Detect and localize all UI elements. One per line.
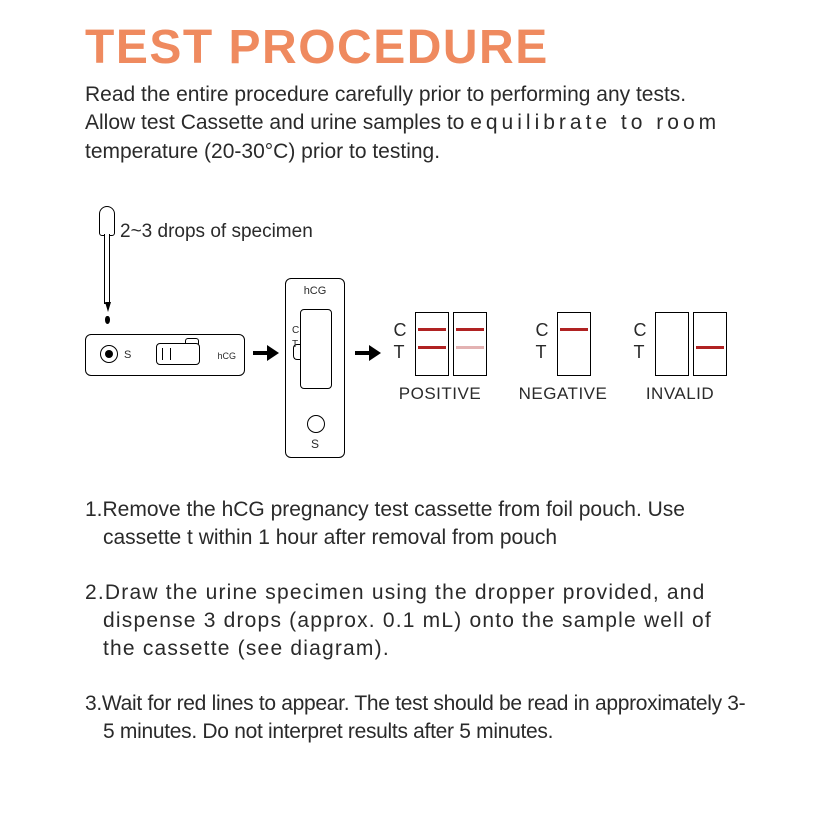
intro-paragraph: Read the entire procedure carefully prio…	[85, 81, 746, 166]
arrow-icon	[253, 343, 279, 368]
cassette-vertical: hCG C T S	[285, 278, 345, 458]
hcg-label-vertical: hCG	[286, 285, 344, 297]
page-title: TEST PROCEDURE	[85, 20, 746, 75]
hcg-label-horizontal: hCG	[217, 351, 236, 361]
intro-equilibrate: equilibrate to room	[470, 111, 720, 134]
diagram: 2~3 drops of specimen S hCG hCG C T S C	[85, 206, 745, 466]
dropper-icon	[97, 206, 117, 336]
step-2: 2.Draw the urine specimen using the drop…	[85, 579, 746, 664]
intro-line1: Read the entire procedure carefully prio…	[85, 83, 686, 106]
arrow-icon	[355, 343, 381, 368]
steps-list: 1.Remove the hCG pregnancy test cassette…	[85, 496, 746, 746]
t-label: T	[536, 342, 549, 364]
intro-line2a: Allow test Cassette and urine samples to	[85, 111, 470, 134]
s-label-vertical: S	[286, 437, 344, 451]
result-line	[456, 346, 484, 349]
step-1: 1.Remove the hCG pregnancy test cassette…	[85, 496, 746, 553]
c-label: C	[394, 320, 407, 342]
positive-label: POSITIVE	[385, 384, 495, 404]
t-label: T	[292, 339, 298, 350]
t-label: T	[394, 342, 407, 364]
negative-label: NEGATIVE	[513, 384, 613, 404]
result-line	[696, 346, 724, 349]
s-label: S	[124, 349, 131, 361]
step-3: 3.Wait for red lines to appear. The test…	[85, 690, 746, 747]
drops-label: 2~3 drops of specimen	[120, 221, 313, 243]
invalid-label: INVALID	[630, 384, 730, 404]
result-negative: C T NEGATIVE	[513, 312, 613, 404]
c-label: C	[536, 320, 549, 342]
c-label: C	[634, 320, 647, 342]
result-line	[418, 346, 446, 349]
result-invalid: C T INVALID	[630, 312, 730, 404]
intro-line3: temperature (20-30°C) prior to testing.	[85, 140, 440, 163]
result-line	[456, 328, 484, 331]
c-label: C	[292, 325, 299, 336]
cassette-horizontal: S hCG	[85, 334, 245, 376]
result-line	[560, 328, 588, 331]
result-positive: C T POSITIVE	[385, 312, 495, 404]
result-line	[418, 328, 446, 331]
t-label: T	[634, 342, 647, 364]
